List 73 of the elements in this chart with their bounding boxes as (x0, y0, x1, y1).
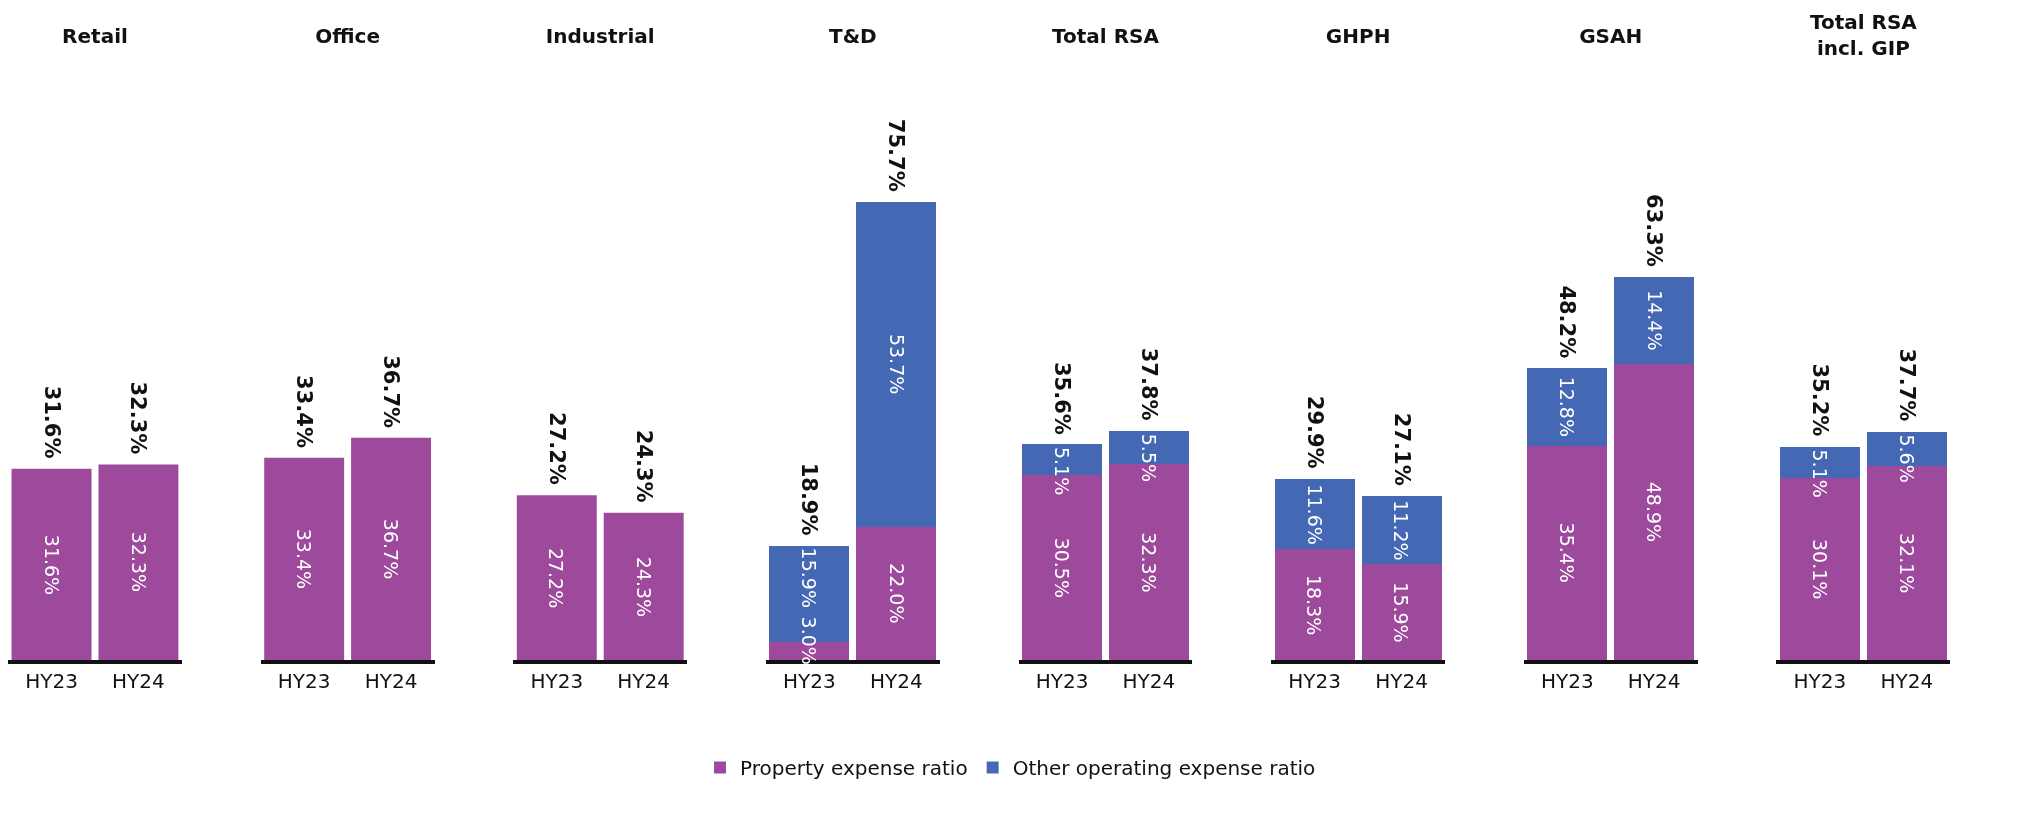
total-label: 37.8% (1136, 347, 1161, 421)
x-tick-label: HY23 (1540, 669, 1594, 693)
total-label: 18.9% (797, 462, 822, 536)
data-label: 11.2% (1390, 500, 1413, 561)
chart-title: Total RSA incl. GIP (1809, 9, 1918, 60)
data-label: 27.2% (545, 547, 568, 609)
data-label: 36.7% (379, 518, 402, 580)
data-label: 31.6% (40, 534, 63, 596)
total-label: 48.2% (1554, 285, 1579, 359)
x-tick-label: HY23 (1793, 669, 1847, 693)
data-label: 3.0% (798, 616, 821, 665)
data-label: 30.5% (1050, 537, 1073, 598)
total-label: 32.3% (126, 381, 151, 455)
data-label: 32.3% (127, 531, 150, 593)
data-label: 48.9% (1643, 481, 1666, 543)
total-label: 35.2% (1808, 363, 1833, 437)
total-label: 36.7% (379, 355, 404, 429)
total-label: 27.1% (1389, 412, 1414, 486)
x-tick-label: HY23 (1035, 669, 1089, 693)
data-label: 33.4% (293, 528, 316, 590)
x-tick-label: HY23 (783, 669, 836, 693)
data-label: 24.3% (633, 556, 656, 618)
data-label: 30.1% (1808, 538, 1831, 600)
data-label: 11.6% (1303, 484, 1326, 545)
x-tick-label: HY23 (277, 669, 331, 693)
total-label: 31.6% (39, 385, 64, 459)
x-tick-label: HY24 (869, 669, 923, 693)
data-label: 18.3% (1303, 574, 1326, 636)
chart-title: T&D (829, 23, 877, 48)
data-label: 5.6% (1896, 434, 1919, 483)
total-label: 75.7% (884, 118, 909, 192)
data-label: 53.7% (885, 333, 908, 395)
data-label: 15.9% (1390, 582, 1413, 643)
data-label: 22.0% (885, 563, 908, 624)
data-label: 32.1% (1895, 533, 1918, 594)
x-tick-label: HY24 (364, 669, 418, 693)
x-tick-label: HY24 (1122, 669, 1176, 693)
legend-label: Property expense ratio (740, 756, 968, 781)
chart-title: Industrial (545, 23, 655, 48)
x-tick-label: HY24 (1627, 669, 1681, 693)
total-label: 33.4% (292, 375, 317, 448)
data-label: 12.8% (1556, 376, 1579, 437)
total-label: 63.3% (1642, 194, 1667, 267)
x-tick-label: HY23 (530, 669, 584, 693)
legend-label: Other operating expense ratio (1012, 756, 1316, 781)
bar (1614, 276, 1695, 364)
bar (856, 201, 937, 527)
chart-title: GHPH (1325, 23, 1391, 48)
x-tick-label: HY24 (617, 669, 671, 693)
x-tick-label: HY24 (1880, 669, 1934, 693)
total-label: 29.9% (1303, 395, 1328, 469)
x-tick-label: HY24 (112, 669, 165, 693)
bar (1361, 495, 1442, 564)
bar (1527, 368, 1608, 446)
data-label: 32.3% (1138, 532, 1161, 593)
chart-title: Retail (62, 23, 128, 48)
x-tick-label: HY23 (1288, 669, 1342, 693)
bar (1274, 478, 1355, 550)
chart-title: Office (315, 23, 380, 48)
data-label: 15.9% (798, 547, 821, 608)
total-label: 35.6% (1049, 361, 1074, 435)
total-label: 24.3% (632, 429, 657, 503)
data-label: 35.4% (1556, 522, 1579, 583)
chart-title: Total RSA (1052, 23, 1160, 48)
chart-title: GSAH (1579, 23, 1643, 48)
data-label: 14.4% (1643, 290, 1666, 351)
x-tick-label: HY23 (25, 669, 78, 693)
data-label: 5.5% (1137, 433, 1160, 483)
total-label: 37.7% (1895, 348, 1920, 422)
data-label: 5.1% (1051, 446, 1074, 496)
total-label: 27.2% (544, 412, 569, 485)
x-tick-label: HY24 (1375, 669, 1428, 693)
data-label: 5.1% (1809, 449, 1832, 498)
